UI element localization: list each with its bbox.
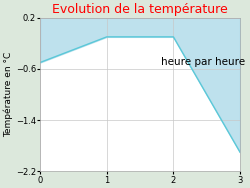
Text: heure par heure: heure par heure [161,57,246,67]
Y-axis label: Température en °C: Température en °C [4,52,13,137]
Title: Evolution de la température: Evolution de la température [52,3,228,17]
